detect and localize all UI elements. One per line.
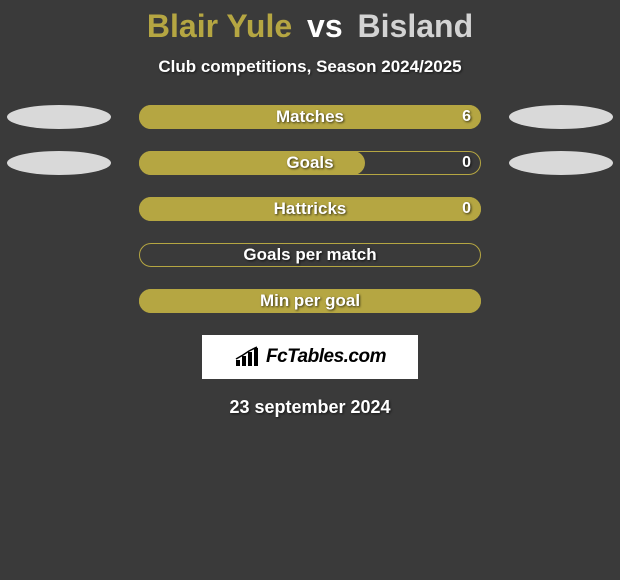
player2-name: Bisland <box>358 8 474 44</box>
stat-value: 0 <box>462 151 471 175</box>
stat-label: Matches <box>139 105 481 129</box>
date-label: 23 september 2024 <box>0 397 620 418</box>
right-ellipse <box>509 151 613 175</box>
stat-value: 0 <box>462 197 471 221</box>
logo-box: FcTables.com <box>202 335 418 379</box>
stat-row: Min per goal <box>0 289 620 313</box>
stat-bar: Min per goal <box>139 289 481 313</box>
subtitle: Club competitions, Season 2024/2025 <box>0 57 620 77</box>
stat-row: Goals0 <box>0 151 620 175</box>
vs-label: vs <box>307 8 343 44</box>
left-ellipse <box>7 105 111 129</box>
chart-icon <box>234 346 260 368</box>
logo-text: FcTables.com <box>266 346 386 368</box>
stat-label: Goals per match <box>139 243 481 267</box>
stat-row: Goals per match <box>0 243 620 267</box>
comparison-card: Blair Yule vs Bisland Club competitions,… <box>0 0 620 418</box>
stat-label: Min per goal <box>139 289 481 313</box>
left-ellipse <box>7 151 111 175</box>
right-ellipse <box>509 105 613 129</box>
stat-label: Hattricks <box>139 197 481 221</box>
stat-row: Matches6 <box>0 105 620 129</box>
page-title: Blair Yule vs Bisland <box>0 8 620 45</box>
stat-bar: Matches6 <box>139 105 481 129</box>
stat-row: Hattricks0 <box>0 197 620 221</box>
stat-bar: Hattricks0 <box>139 197 481 221</box>
stat-bar: Goals0 <box>139 151 481 175</box>
stat-label: Goals <box>139 151 481 175</box>
stat-value: 6 <box>462 105 471 129</box>
stat-bar: Goals per match <box>139 243 481 267</box>
stats-rows: Matches6Goals0Hattricks0Goals per matchM… <box>0 105 620 313</box>
player1-name: Blair Yule <box>147 8 292 44</box>
